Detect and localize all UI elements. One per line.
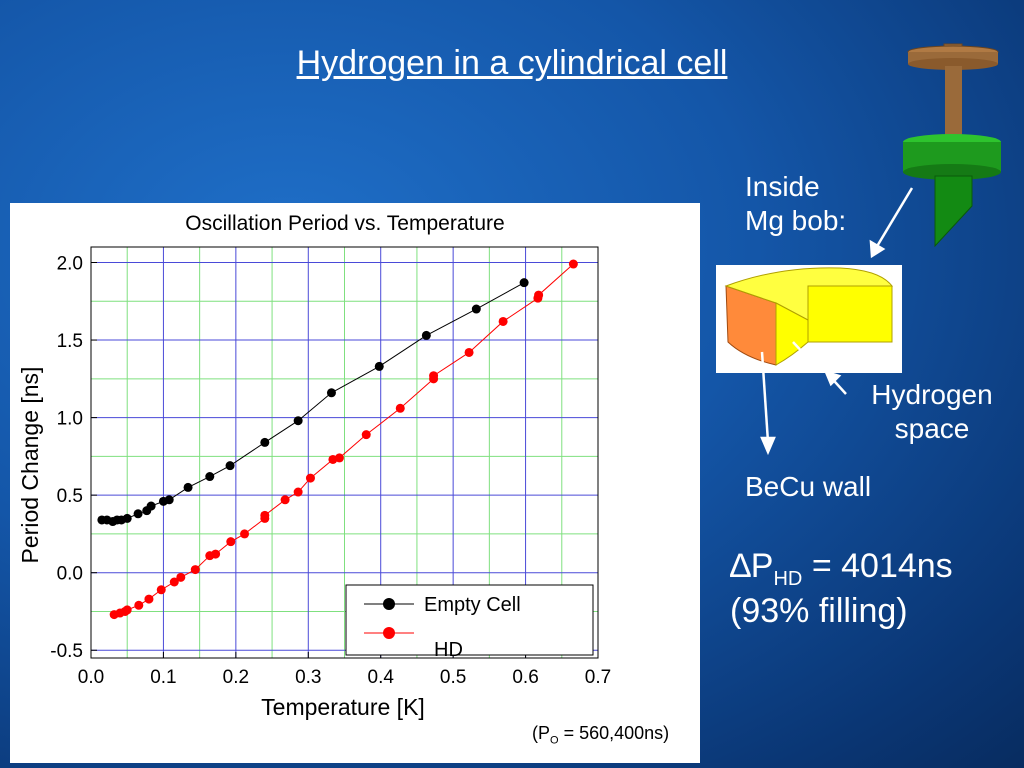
data-point-empty-cell <box>122 513 132 523</box>
data-point-empty-cell <box>421 330 431 340</box>
delta-subscript: HD <box>773 567 803 590</box>
x-tick-label: 0.6 <box>512 667 538 688</box>
y-tick-label: 1.0 <box>57 409 83 430</box>
data-point-hd <box>260 510 270 520</box>
legend-label-hd: HD <box>434 639 463 661</box>
data-point-hd <box>226 537 236 547</box>
chart-plot-frame <box>90 246 599 659</box>
data-point-hd <box>176 572 186 582</box>
data-point-empty-cell <box>519 278 529 288</box>
series-line-hd <box>114 263 574 616</box>
chart-grid-minor <box>91 247 598 658</box>
legend-marker-empty-cell <box>383 598 395 610</box>
data-point-hd <box>395 403 405 413</box>
x-tick-label: 0.7 <box>585 667 611 688</box>
y-tick-label: 0.0 <box>57 564 83 585</box>
chart-panel: 0.0 0.1 0.2 0.3 0.4 0.5 0.6 0.7 -0.5 0.0 0.5 1.0 1.5… <box>10 203 700 763</box>
filling-percentage: (93% filling) <box>730 592 908 630</box>
pressure-note: (PO = 560,400ns) <box>532 723 669 747</box>
x-tick-label: 0.3 <box>295 667 321 688</box>
data-point-hd <box>280 495 290 505</box>
data-point-empty-cell <box>471 304 481 314</box>
data-point-empty-cell <box>183 482 193 492</box>
chart-y-axis-label: Period Change [ns] <box>17 367 43 564</box>
chart-x-axis-label: Temperature [K] <box>261 694 425 720</box>
data-point-hd <box>305 473 315 483</box>
legend-marker-hd <box>383 627 395 639</box>
y-tick-label: -0.5 <box>50 641 83 662</box>
data-point-empty-cell <box>326 388 336 398</box>
series-line-empty-cell <box>101 282 525 523</box>
pressure-prefix: (P <box>532 723 550 743</box>
legend-label-empty-cell: Empty Cell <box>424 594 521 616</box>
delta-p-hd: ∆PHD = 4014ns <box>730 547 953 591</box>
hydrogen-label-line2: space <box>894 413 970 444</box>
data-point-hd <box>211 549 221 559</box>
cylinder-cutaway-illustration <box>716 265 902 373</box>
slide-title: Hydrogen in a cylindrical cell <box>296 44 728 82</box>
x-tick-label: 0.2 <box>223 667 249 688</box>
data-point-empty-cell <box>133 509 143 519</box>
data-point-empty-cell <box>225 461 235 471</box>
inside-mg-bob-label: Inside Mg bob: <box>745 170 846 238</box>
data-point-empty-cell <box>374 361 384 371</box>
hydrogen-space-label: Hydrogen space <box>858 378 1006 446</box>
becu-wall-label: BeCu wall <box>745 471 872 502</box>
delta-symbol: ∆P <box>730 547 774 585</box>
data-point-empty-cell <box>293 416 303 426</box>
y-tick-label: 0.5 <box>57 486 83 507</box>
data-point-hd <box>498 316 508 326</box>
chart-title: Oscillation Period vs. Temperature <box>185 212 504 235</box>
chart-svg: 0.0 0.1 0.2 0.3 0.4 0.5 0.6 0.7 -0.5 0.0 0.5 1.0 1.5… <box>17 212 611 720</box>
inside-label-line2: Mg bob: <box>745 205 847 236</box>
chart-legend: Empty Cell HD <box>345 584 594 661</box>
data-point-hd <box>156 585 166 595</box>
data-point-hd <box>144 594 154 604</box>
data-point-hd <box>134 600 144 610</box>
data-point-empty-cell <box>205 472 215 482</box>
pressure-value: = 560,400ns) <box>558 723 670 743</box>
data-point-empty-cell <box>260 437 270 447</box>
data-point-hd <box>122 605 132 615</box>
x-tick-label: 0.4 <box>368 667 395 688</box>
data-point-hd <box>240 529 250 539</box>
data-point-hd <box>429 371 439 381</box>
data-point-hd <box>568 259 578 269</box>
data-point-hd <box>190 565 200 575</box>
x-tick-label: 0.0 <box>78 667 104 688</box>
data-point-hd <box>334 453 344 463</box>
data-point-hd <box>534 290 544 300</box>
data-point-hd <box>361 430 371 440</box>
hydrogen-label-line1: Hydrogen <box>871 379 993 410</box>
data-point-empty-cell <box>164 495 174 505</box>
chart-series-layer <box>97 259 578 620</box>
x-tick-label: 0.5 <box>440 667 466 688</box>
data-point-empty-cell <box>146 501 156 511</box>
x-tick-label: 0.1 <box>150 667 176 688</box>
y-tick-label: 2.0 <box>57 254 83 275</box>
data-point-hd <box>293 487 303 497</box>
inside-label-line1: Inside <box>745 171 820 202</box>
data-point-hd <box>464 347 474 357</box>
data-point-hd <box>169 577 179 587</box>
chart-axis-ticks: 0.0 0.1 0.2 0.3 0.4 0.5 0.6 0.7 -0.5 0.0 0.5 1.0 1.5… <box>50 254 611 688</box>
delta-value: = 4014ns <box>802 547 953 585</box>
y-tick-label: 1.5 <box>57 331 83 352</box>
pressure-subscript: O <box>550 734 559 747</box>
